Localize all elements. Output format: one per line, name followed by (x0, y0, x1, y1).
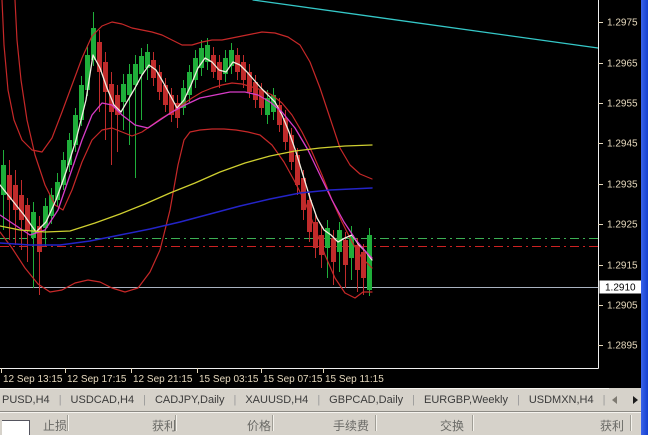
tab-separator: | (602, 394, 606, 406)
status-divider (472, 415, 474, 431)
price-axis-label: 1.2975 (607, 18, 638, 29)
status-label: 获利 (152, 419, 177, 433)
price-axis-label: 1.2965 (607, 59, 638, 70)
status-label: 获利 (600, 419, 625, 433)
trendline-cyan[interactable] (252, 0, 599, 49)
bollinger-lower (0, 128, 373, 299)
status-divider (175, 415, 177, 431)
time-axis-label: 15 Sep 11:15 (325, 374, 384, 385)
price-axis-label: 1.2945 (607, 139, 638, 150)
price-axis-label: 1.2905 (607, 301, 638, 312)
status-label: 止损 (43, 419, 68, 433)
tab-separator: | (233, 394, 237, 406)
ma-yellow (0, 144, 373, 233)
status-input-box[interactable] (2, 420, 30, 435)
time-axis-label: 15 Sep 03:15 (199, 374, 259, 385)
time-axis-label: 12 Sep 13:15 (3, 374, 63, 385)
chart-tab-cadjpy-daily[interactable]: CADJPY,Daily (154, 394, 225, 406)
tab-separator: | (58, 394, 62, 406)
status-label: 手续费 (333, 419, 370, 433)
price-axis-label: 1.2915 (607, 261, 638, 272)
time-axis-label: 12 Sep 21:15 (133, 374, 193, 385)
scroll-left-icon[interactable] (612, 395, 617, 404)
chart-tab-eurgbp-weekly[interactable]: EURGBP,Weekly (424, 394, 508, 406)
chart-tab-usdcad-h4[interactable]: USDCAD,H4 (70, 394, 135, 406)
tab-separator: | (317, 394, 321, 406)
candlestick-chart[interactable]: 1.2975 1.2965 1.2955 1.2945 1.2935 1.2925 1.29… (0, 0, 648, 388)
bollinger-middle (14, 0, 373, 269)
ma-magenta (0, 91, 373, 259)
chart-tab-pusd-h4[interactable]: PUSD,H4 (2, 394, 50, 406)
chart-tab-usdmxn-h4[interactable]: USDMXN,H4 (528, 394, 594, 406)
tab-separator: | (143, 394, 146, 406)
time-axis-label: 12 Sep 17:15 (67, 374, 127, 385)
tab-separator: | (516, 394, 520, 406)
scroll-right-icon[interactable] (633, 395, 638, 404)
chart-area[interactable]: 1.2975 1.2965 1.2955 1.2945 1.2935 1.2925 1.29… (0, 0, 648, 388)
ma-fast-white (0, 54, 373, 261)
ma-slow-blue (0, 187, 373, 246)
current-price-value: 1.2910 (605, 283, 636, 294)
price-axis-label: 1.2935 (607, 180, 638, 191)
price-axis-label: 1.2925 (607, 220, 638, 231)
status-bar: 止损 获利 价格 手续费 交换 获利 (0, 411, 641, 435)
tab-separator: | (412, 394, 415, 406)
chart-tab-gbpcad-daily[interactable]: GBPCAD,Daily (329, 394, 404, 406)
status-divider (630, 415, 632, 431)
status-divider (375, 415, 377, 431)
tab-scroll-buttons (609, 388, 641, 411)
window-border (641, 0, 648, 435)
current-price-tag (599, 280, 642, 294)
bollinger-upper (1, 0, 373, 180)
chart-tab-xauusd-h4[interactable]: XAUUSD,H4 (245, 394, 309, 406)
chart-tab-bar: PUSD,H4 | USDCAD,H4 | CADJPY,Daily | XAUUSD,H4… (0, 388, 641, 411)
status-label: 交换 (440, 419, 465, 433)
time-axis-label: 15 Sep 07:15 (263, 374, 323, 385)
status-divider (67, 415, 69, 431)
status-label: 价格 (247, 419, 272, 433)
price-axis-label: 1.2955 (607, 99, 638, 110)
price-axis-label: 1.2895 (607, 341, 638, 352)
status-divider (272, 415, 274, 431)
